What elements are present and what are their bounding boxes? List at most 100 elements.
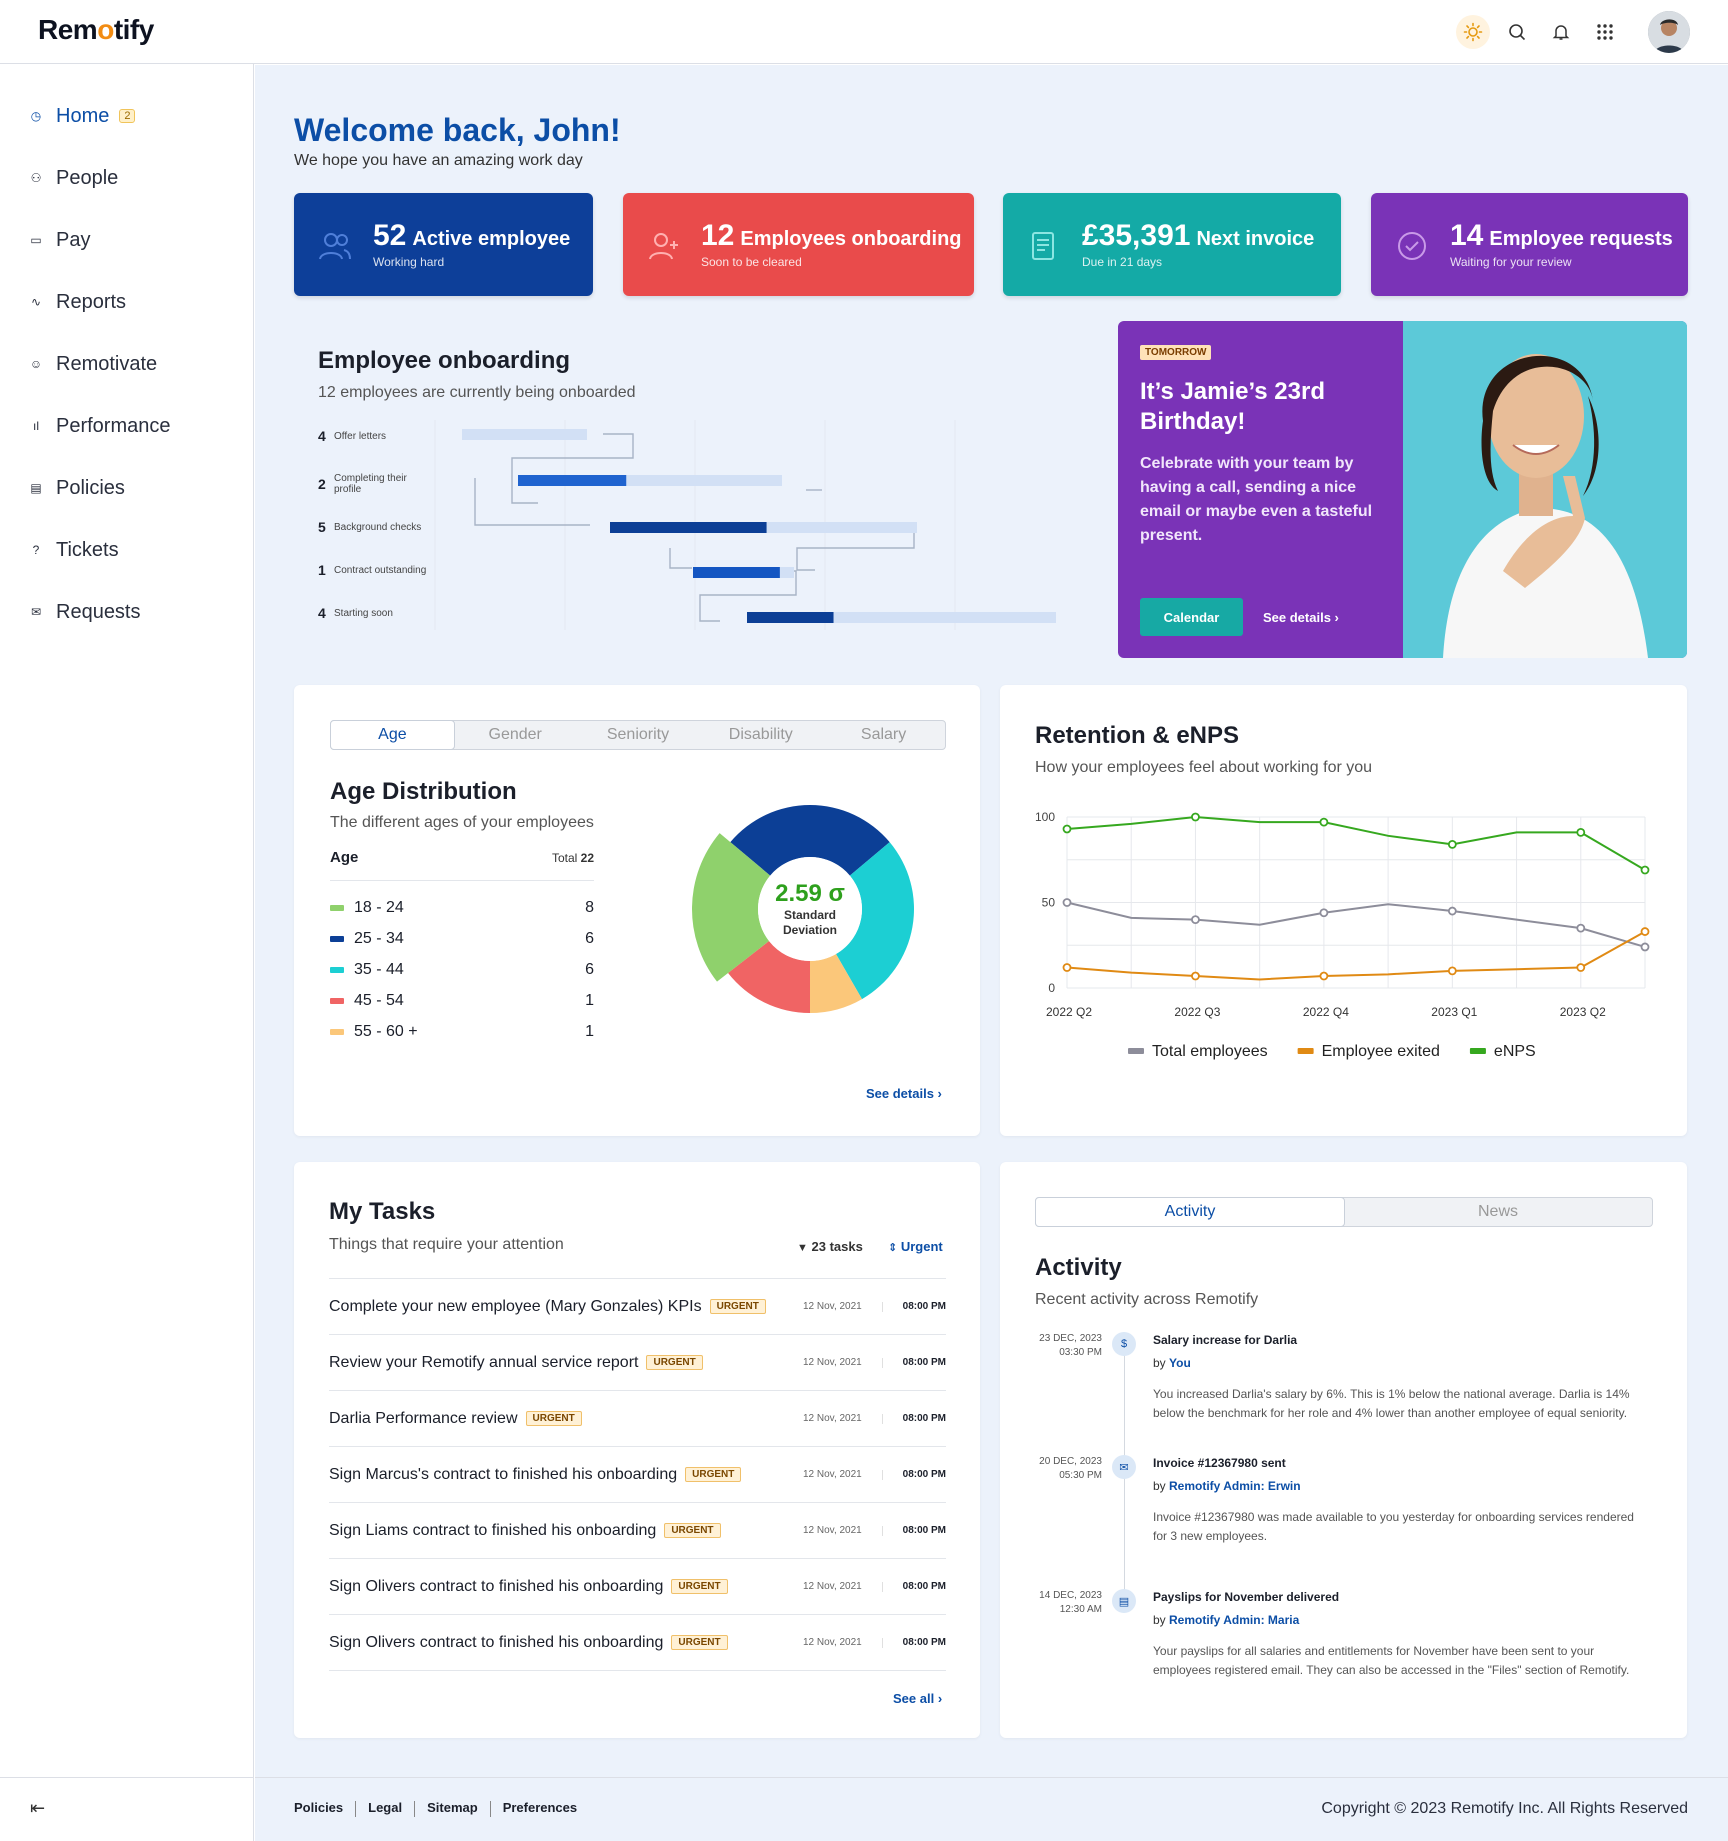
footer: Policies Legal Sitemap Preferences Copyr… [255, 1777, 1728, 1841]
gantt-row-label: 4 Offer letters [318, 428, 387, 444]
footer-link-policies[interactable]: Policies [294, 1800, 344, 1815]
footer-link-preferences[interactable]: Preferences [502, 1800, 578, 1815]
gantt-track [462, 429, 587, 440]
apps-grid-icon[interactable] [1588, 15, 1622, 49]
x-tick-label: 2022 Q3 [1174, 1005, 1220, 1019]
task-filter[interactable]: ▼ 23 tasks [797, 1239, 863, 1254]
sidebar-item-policies[interactable]: ▤ Policies [28, 473, 125, 503]
collapse-sidebar-icon[interactable]: ⇤ [30, 1798, 46, 1818]
age-see-details-link[interactable]: See details › [866, 1086, 942, 1101]
data-point [1576, 923, 1586, 933]
stat-employee-requests[interactable]: 14 Employee requests Waiting for your rev… [1371, 193, 1688, 296]
task-title: Darlia Performance review [329, 1409, 518, 1427]
legend-swatch [1469, 1048, 1486, 1054]
page-subtitle: We hope you have an amazing work day [294, 152, 583, 169]
stat-employees-onboarding[interactable]: 12 Employees onboarding Soon to be cleare… [623, 193, 974, 296]
avatar[interactable] [1648, 11, 1690, 53]
birthday-body: Celebrate with your team by having a cal… [1140, 455, 1373, 544]
tasks-subtitle: Things that require your attention [329, 1236, 564, 1253]
task-row[interactable]: Review your Remotify annual service repo… [329, 1334, 946, 1390]
donut-slice [730, 805, 890, 876]
task-sort[interactable]: ⇕ Urgent [888, 1239, 943, 1254]
task-row[interactable]: Darlia Performance review URGENT 12 Nov, 2… [329, 1390, 946, 1446]
age-legend-row: 25 - 34 6 [330, 930, 594, 948]
task-date: 12 Nov, 2021 [803, 1357, 862, 1368]
task-row[interactable]: Complete your new employee (Mary Gonzale… [329, 1278, 946, 1334]
sidebar-item-performance[interactable]: ıl Performance [28, 411, 171, 441]
tab-gender[interactable]: Gender [488, 726, 542, 743]
activity-user-link[interactable]: You [1169, 1356, 1191, 1370]
invoice-bird-icon: ✉ [1112, 1455, 1136, 1479]
tab-seniority[interactable]: Seniority [606, 726, 670, 743]
task-row[interactable]: Sign Liams contract to finished his onbo… [329, 1502, 946, 1558]
task-row[interactable]: Sign Olivers contract to finished his on… [329, 1558, 946, 1614]
sidebar-item-pay[interactable]: ▭ Pay [28, 225, 90, 255]
task-row[interactable]: Sign Marcus's contract to finished his o… [329, 1446, 946, 1502]
users-icon [319, 233, 351, 260]
stat-active-employees[interactable]: 52 Active employee Working hard [294, 193, 593, 296]
see-details-link[interactable]: See details › [1263, 610, 1339, 625]
age-donut-chart [692, 805, 914, 1013]
stat-next-invoice[interactable]: £35,391 Next invoice Due in 21 days [1003, 193, 1341, 296]
sidebar-item-reports[interactable]: ∿ Reports [28, 287, 126, 317]
age-header: Age Total 22 [330, 849, 594, 881]
sidebar-item-tickets[interactable]: ? Tickets [28, 535, 119, 565]
swatch [330, 998, 344, 1004]
task-time: 08:00 PM [902, 1413, 946, 1424]
tab-news[interactable]: News [1477, 1203, 1518, 1220]
donut-center: 2.59 σ Standard Deviation [775, 880, 845, 937]
task-time: 08:00 PM [902, 1581, 946, 1592]
search-icon[interactable] [1500, 15, 1534, 49]
task-title: Sign Olivers contract to finished his on… [329, 1577, 664, 1595]
logo[interactable]: Remotify [38, 14, 154, 45]
activity-card [1000, 1162, 1687, 1738]
data-point [1576, 963, 1586, 972]
donut-slice [692, 833, 771, 982]
task-title: Review your Remotify annual service repo… [329, 1353, 639, 1371]
see-all-link[interactable]: See all › [893, 1691, 943, 1706]
bell-icon[interactable] [1544, 15, 1578, 49]
legend-label: Total employees [1152, 1043, 1268, 1060]
tab-activity[interactable]: Activity [1035, 1197, 1345, 1227]
task-title: Sign Liams contract to finished his onbo… [329, 1521, 657, 1539]
urgent-badge: URGENT [709, 1299, 766, 1314]
donut-slice [836, 842, 914, 1000]
legend-swatch [1297, 1048, 1314, 1054]
activity-user-link[interactable]: Remotify Admin: Maria [1169, 1613, 1300, 1627]
activity-icon: ∿ [30, 295, 42, 309]
task-date: 12 Nov, 2021 [803, 1581, 862, 1592]
task-row[interactable]: Sign Olivers contract to finished his on… [329, 1614, 946, 1670]
age-legend-row: 45 - 54 1 [330, 992, 594, 1010]
task-date: 12 Nov, 2021 [803, 1469, 862, 1480]
gantt-row-label: 1 Contract outstanding [318, 562, 427, 578]
tab-salary[interactable]: Salary [860, 726, 907, 743]
task-time: 08:00 PM [902, 1301, 946, 1312]
sidebar-item-people[interactable]: ⚇ People [28, 163, 119, 193]
divider [882, 1413, 883, 1424]
task-date: 12 Nov, 2021 [803, 1525, 862, 1536]
activity-user-link[interactable]: Remotify Admin: Erwin [1169, 1479, 1301, 1493]
tab-disability[interactable]: Disability [728, 726, 793, 743]
data-point [1640, 865, 1650, 875]
calendar-button[interactable]: Calendar [1140, 598, 1243, 636]
donut-hole [758, 857, 862, 961]
sidebar-footer: ⇤ [0, 1777, 254, 1841]
sidebar: ⇤ [0, 64, 254, 1841]
footer-link-sitemap[interactable]: Sitemap [427, 1800, 478, 1815]
task-time: 08:00 PM [902, 1525, 946, 1536]
data-point [1062, 898, 1072, 907]
tomorrow-badge: TOMORROW [1140, 345, 1212, 360]
age-tabs: Age Gender Seniority Disability Salary [330, 720, 946, 750]
theme-toggle-sun-icon[interactable] [1456, 15, 1490, 49]
series-line [1066, 815, 1646, 871]
data-point [1447, 966, 1457, 976]
bar-chart-icon: ıl [33, 419, 39, 433]
urgent-badge: URGENT [671, 1579, 728, 1594]
task-title: Sign Marcus's contract to finished his o… [329, 1465, 678, 1483]
top-bar: Remotify [0, 0, 1728, 64]
footer-link-legal[interactable]: Legal [368, 1800, 403, 1815]
sidebar-item-home[interactable]: ◷ Home 2 [28, 101, 136, 131]
sidebar-item-requests[interactable]: ✉ Requests [28, 597, 141, 627]
tab-age[interactable]: Age [330, 720, 455, 750]
sidebar-item-remotivate[interactable]: ☺ Remotivate [29, 352, 158, 375]
